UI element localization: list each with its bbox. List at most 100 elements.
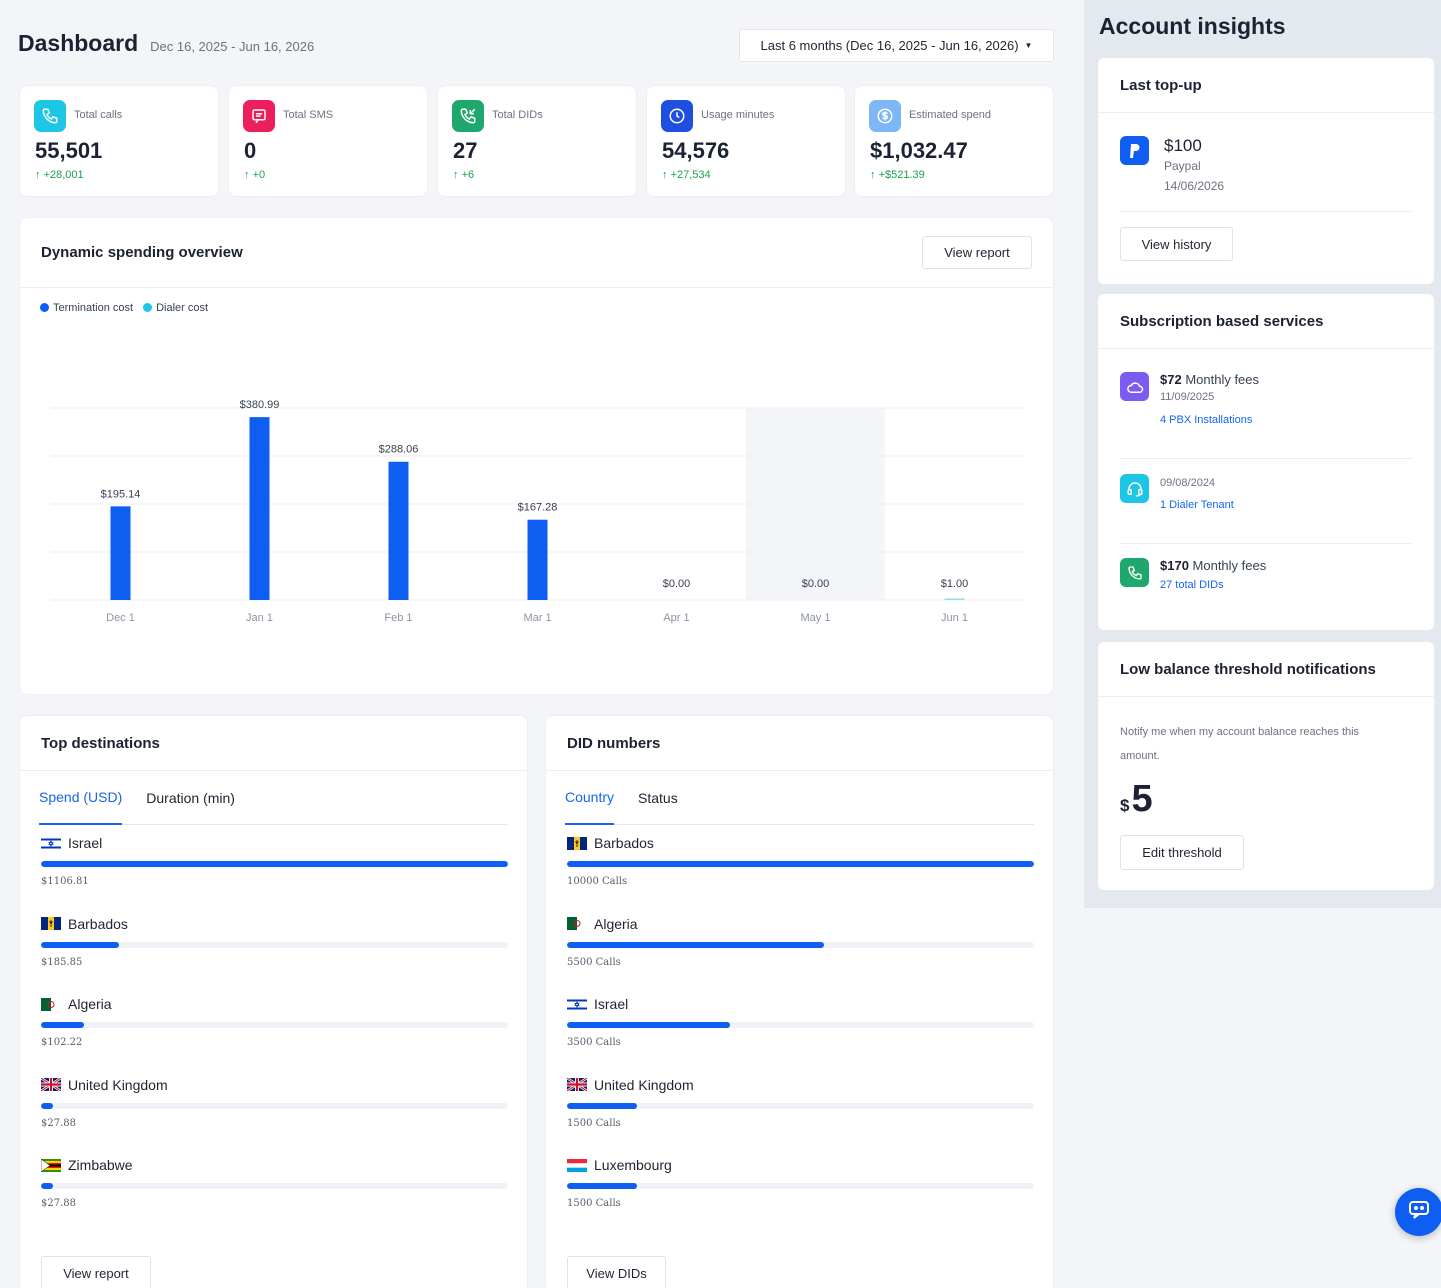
list-item: Israel 3500 Calls — [567, 995, 1034, 1048]
top-destinations-title: Top destinations — [41, 734, 160, 752]
list-item-value: $1106.81 — [41, 876, 89, 887]
list-item-value: 1500 Calls — [567, 1117, 621, 1129]
tab-status[interactable]: Status — [638, 790, 678, 806]
stat-label: Total SMS — [283, 109, 334, 121]
stat-delta: ↑ +6 — [453, 169, 475, 181]
x-tick-label: Jan 1 — [246, 612, 273, 624]
subscription-link[interactable]: 4 PBX Installations — [1160, 414, 1253, 426]
date-range-select[interactable]: Last 6 months (Dec 16, 2025 - Jun 16, 20… — [739, 29, 1054, 62]
view-history-button[interactable]: View history — [1120, 227, 1233, 261]
list-item-value: 1500 Calls — [567, 1198, 621, 1209]
progress-bar — [41, 1022, 508, 1028]
list-item-value: $27.88 — [41, 1198, 76, 1209]
view-report-button[interactable]: View report — [41, 1256, 151, 1288]
threshold-amount: $ 5 — [1120, 778, 1153, 821]
subscription-item: $72 Monthly fees 11/09/2025 4 PBX Instal… — [1120, 372, 1412, 432]
spending-card-title: Dynamic spending overview — [41, 244, 243, 261]
tab-country[interactable]: Country — [565, 771, 615, 825]
chart-legend: Termination cost Dialer cost — [40, 302, 208, 314]
country-name: Barbados — [68, 915, 128, 932]
divider — [1120, 543, 1412, 544]
chat-bot-icon — [1407, 1199, 1431, 1226]
flag-uk-icon — [567, 1078, 587, 1091]
edit-threshold-button[interactable]: Edit threshold — [1120, 835, 1244, 870]
stat-card-total-dids: Total DIDs 27 ↑ +6 — [437, 85, 637, 197]
threshold-value: 5 — [1131, 778, 1153, 820]
list-item: Barbados 10000 Calls — [567, 834, 1034, 887]
list-item-name: Zimbabwe — [41, 1156, 508, 1174]
data-label: $0.00 — [802, 578, 830, 590]
bar — [527, 519, 548, 600]
data-label: $1.00 — [941, 578, 969, 590]
top-destinations-tabs: Spend (USD) Duration (min) — [39, 771, 508, 825]
headset-icon — [1120, 474, 1149, 503]
stat-delta: ↑ +28,001 — [35, 169, 84, 181]
country-name: Israel — [68, 835, 103, 851]
list-item: Algeria 5500 Calls — [567, 915, 1034, 968]
progress-bar — [41, 861, 508, 867]
list-item-value: $102.22 — [41, 1037, 83, 1048]
view-dids-button[interactable]: View DIDs — [567, 1256, 666, 1288]
progress-fill — [567, 1183, 638, 1189]
country-name: United Kingdom — [594, 1076, 694, 1093]
list-item-name: Barbados — [567, 834, 1034, 852]
legend-item-dialer[interactable]: Dialer cost — [143, 302, 208, 314]
flag-israel-icon — [567, 997, 587, 1011]
stat-label: Total DIDs — [492, 109, 543, 121]
subscription-link[interactable]: 27 total DIDs — [1160, 579, 1224, 591]
page-header: Dashboard Dec 16, 2025 - Jun 16, 2026 — [18, 30, 314, 57]
subscription-item: $170 Monthly fees 27 total DIDs — [1120, 558, 1412, 598]
stat-delta: ↑ +27,534 — [662, 169, 711, 181]
list-item: Luxembourg 1500 Calls — [567, 1156, 1034, 1209]
data-label: $195.14 — [101, 488, 141, 500]
list-item-value: $27.88 — [41, 1117, 76, 1129]
stat-value: 54,576 — [662, 138, 730, 163]
legend-item-termination[interactable]: Termination cost — [40, 302, 133, 314]
divider — [1120, 458, 1412, 459]
progress-fill — [41, 941, 120, 948]
tab-spend[interactable]: Spend (USD) — [39, 771, 123, 825]
stat-value: $1,032.47 — [870, 138, 968, 163]
list-item-value: 10000 Calls — [567, 876, 628, 887]
chat-button[interactable] — [1395, 1188, 1441, 1236]
subscription-date: 09/08/2024 — [1160, 477, 1216, 489]
spending-overview-card: Dynamic spending overview View report Te… — [19, 217, 1054, 695]
arrow-up-icon: ↑ — [870, 169, 879, 181]
divider — [1120, 211, 1412, 212]
threshold-card: Low balance threshold notifications Noti… — [1098, 642, 1434, 890]
country-name: Zimbabwe — [68, 1157, 133, 1173]
progress-fill — [41, 1183, 53, 1189]
progress-bar — [567, 1102, 1034, 1109]
stat-label: Usage minutes — [701, 109, 775, 121]
list-item-name: Algeria — [41, 995, 508, 1013]
progress-bar — [41, 1102, 508, 1109]
topup-date: 14/06/2026 — [1164, 179, 1225, 193]
list-item: Israel $1106.81 — [41, 834, 508, 887]
flag-algeria-icon — [567, 917, 587, 930]
spending-bar-chart: $195.14 Dec 1 $380.99 Jan 1 $288.06 Feb 1 $167… — [51, 399, 1024, 624]
cloud-icon — [1120, 372, 1149, 401]
date-range-select-label: Last 6 months (Dec 16, 2025 - Jun 16, 20… — [760, 38, 1019, 53]
list-item-name: Barbados — [41, 915, 508, 933]
progress-bar — [567, 941, 1034, 948]
subscriptions-title: Subscription based services — [1098, 294, 1434, 349]
phone-incoming-icon — [452, 100, 484, 132]
did-numbers-tabs: Country Status — [565, 771, 1034, 825]
view-report-button[interactable]: View report — [922, 236, 1032, 269]
account-insights-panel: Account insights Last top-up $100 Paypal… — [1084, 0, 1441, 908]
tab-duration[interactable]: Duration (min) — [146, 790, 235, 806]
flag-israel-icon — [41, 836, 61, 850]
stat-delta: ↑ +0 — [244, 169, 266, 181]
list-item: Barbados $185.85 — [41, 915, 508, 968]
legend-dot — [40, 303, 49, 312]
stat-value: 55,501 — [35, 138, 103, 163]
subscription-link[interactable]: 1 Dialer Tenant — [1160, 499, 1234, 511]
data-label: $0.00 — [663, 578, 691, 590]
progress-fill — [567, 1102, 638, 1109]
stat-card-total-calls: Total calls 55,501 ↑ +28,001 — [19, 85, 219, 197]
progress-fill — [41, 861, 508, 867]
country-name: Luxembourg — [594, 1157, 672, 1173]
stat-card-total-sms: Total SMS 0 ↑ +0 — [228, 85, 428, 197]
x-tick-label: Feb 1 — [384, 612, 412, 624]
subscription-fee: $72 Monthly fees — [1160, 372, 1260, 387]
